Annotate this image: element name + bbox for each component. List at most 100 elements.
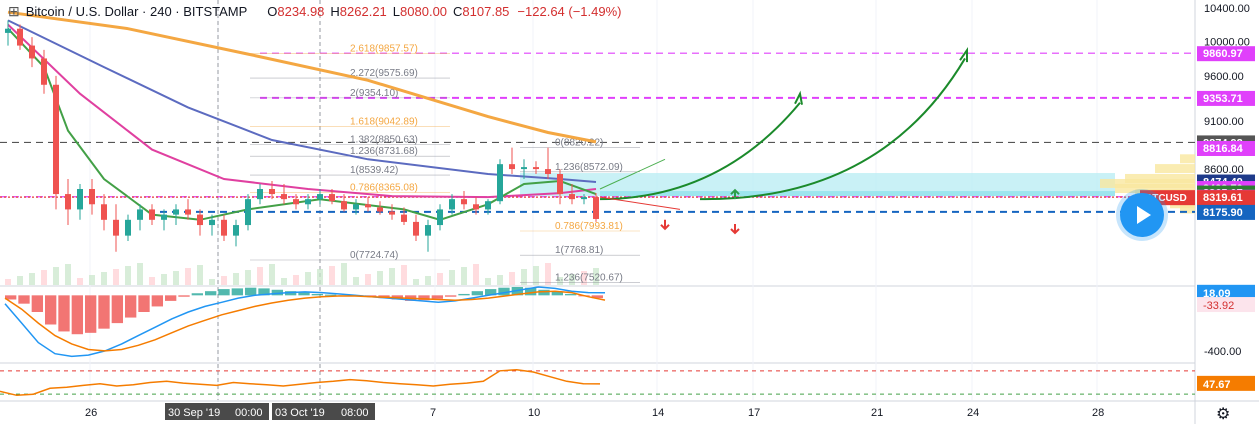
down-arrow-icon — [730, 224, 740, 235]
volume-bar — [305, 272, 311, 285]
time-axis-highlight — [338, 403, 375, 420]
symbol-tag[interactable]: BTCUSD — [1145, 193, 1187, 204]
replay-play-button[interactable] — [1120, 193, 1164, 237]
volume-bar — [221, 276, 227, 285]
gear-icon[interactable]: ⚙ — [1216, 406, 1231, 423]
candle-body — [65, 194, 71, 210]
down-arrow-icon — [660, 219, 670, 231]
volume-bar — [377, 271, 383, 285]
candle-body — [137, 209, 143, 220]
candle-body — [545, 169, 551, 175]
volume-bar — [413, 279, 419, 285]
candle-body — [329, 194, 335, 202]
volume-bar — [161, 274, 167, 285]
candle-body — [533, 167, 539, 170]
macd-histogram-bar — [298, 292, 310, 296]
high-label: H — [330, 3, 340, 19]
candle-body — [437, 209, 443, 226]
price-level-label-bg — [1197, 204, 1255, 220]
volume-profile-bar — [1180, 154, 1195, 164]
macd-signal-label: -33.92 — [1203, 300, 1234, 312]
volume-bar — [557, 277, 563, 285]
fib-label: 1.236(7520.67) — [555, 273, 623, 284]
candle-body — [125, 219, 131, 236]
macd-histogram-bar — [98, 295, 110, 329]
volume-bar — [521, 269, 527, 285]
price-level-label: 9353.71 — [1203, 93, 1243, 105]
volume-bar — [365, 274, 371, 285]
symbol-title[interactable]: Bitcoin / U.S. Dollar · 240 · BITSTAMP — [25, 3, 248, 19]
macd-histogram-bar — [498, 287, 510, 296]
trend-ray — [599, 196, 681, 210]
time-axis-tick: 7 — [430, 407, 436, 419]
arrow-head-icon — [794, 90, 803, 105]
up-arrow-icon — [730, 188, 740, 200]
volume-bar — [209, 279, 215, 285]
macd-histogram-bar — [125, 295, 137, 318]
volume-bar — [581, 271, 587, 285]
macd-histogram-bar — [325, 294, 337, 296]
volume-bar — [17, 276, 23, 285]
candle-body — [581, 197, 587, 200]
volume-bar — [65, 264, 71, 285]
volume-profile-bar — [1180, 204, 1195, 214]
volume-bar — [545, 263, 551, 285]
fib-label: 0.786(7993.81) — [555, 221, 623, 232]
volume-bar — [149, 277, 155, 285]
close-value: 8107.85 — [462, 3, 510, 19]
macd-histogram-bar — [445, 295, 457, 297]
volume-bar — [257, 267, 263, 285]
volume-bar — [533, 266, 539, 285]
macd-histogram-bar — [271, 289, 283, 296]
time-axis-highlight — [232, 403, 269, 420]
price-level-label: 9860.97 — [1203, 48, 1243, 60]
candle-body — [497, 164, 503, 202]
candle-body — [173, 209, 179, 215]
volume-profile-bar — [1155, 164, 1195, 174]
rsi-value-label-bg — [1197, 375, 1255, 391]
candle-body — [389, 211, 395, 215]
macd-histogram-bar — [5, 295, 17, 300]
candle-body — [161, 214, 167, 220]
candle-body — [353, 204, 359, 210]
compare-plus-icon[interactable]: ⊞ — [8, 2, 20, 19]
fib-label: 1.618(9042.89) — [350, 117, 418, 128]
candle-body — [485, 201, 491, 210]
time-axis-tick: 10 — [528, 407, 540, 419]
macd-histogram-bar — [165, 295, 177, 301]
volume-bar — [245, 270, 251, 285]
price-level-label: 8319.61 — [1203, 192, 1243, 204]
candle-body — [473, 204, 479, 210]
fib-label: 1.236(8572.09) — [555, 162, 623, 173]
volume-bar — [137, 263, 143, 285]
volume-bar — [461, 267, 467, 285]
close-label: C — [453, 3, 463, 19]
volume-bar — [233, 273, 239, 285]
candle-body — [365, 204, 371, 208]
time-axis-tick: 21 — [871, 407, 883, 419]
fib-label: 2.618(9857.57) — [350, 43, 418, 54]
macd-histogram-bar — [31, 295, 43, 312]
price-axis-tick: 9600.00 — [1204, 71, 1244, 83]
fib-label: 1(8539.42) — [350, 165, 398, 176]
macd-histogram-bar — [565, 293, 577, 296]
volume-bar — [269, 264, 275, 285]
macd-histogram-bar — [205, 291, 217, 296]
volume-bar — [437, 273, 443, 285]
rsi-value-label: 47.67 — [1203, 379, 1231, 391]
macd-histogram-bar — [191, 293, 203, 296]
candle-body — [377, 207, 383, 212]
volume-bar — [485, 278, 491, 285]
arrow-head-icon — [959, 46, 968, 63]
low-label: L — [392, 3, 401, 19]
volume-bar — [77, 278, 83, 285]
time-axis-tick: 30 Sep '19 — [168, 407, 220, 419]
candle-body — [293, 199, 299, 205]
price-axis-tick: 10400.00 — [1204, 3, 1250, 15]
time-axis-tick: 24 — [967, 407, 979, 419]
candle-body — [461, 199, 467, 205]
fib-label: 1.382(8850.63) — [350, 135, 418, 146]
candle-body — [89, 189, 95, 205]
